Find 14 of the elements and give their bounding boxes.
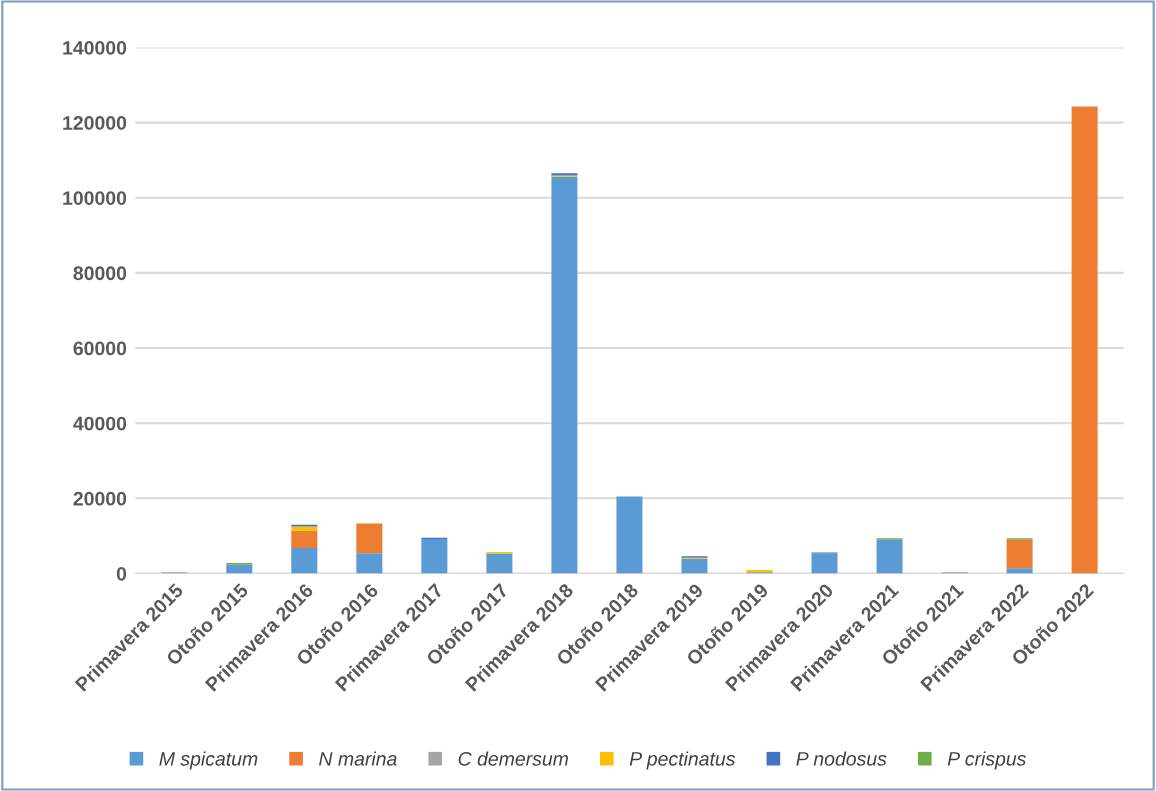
legend-label: N marina [319,751,397,766]
y-tick-label: 40000 [73,416,127,431]
y-tick-label: 120000 [63,116,127,130]
legend-label: M spicatum [159,751,258,770]
y-tick-label: 100000 [63,191,127,205]
y-tick-label: 140000 [63,40,127,55]
y-tick-label: 60000 [73,341,127,356]
legend-label: C demersum [458,751,568,766]
y-tick-label: 20000 [73,491,127,506]
legend-label: P crispus [947,751,1026,770]
y-tick-label: 0 [116,566,127,581]
legend-label: P nodosus [796,751,887,766]
y-tick-label: 80000 [73,266,127,281]
legend-label: P pectinatus [629,751,736,770]
